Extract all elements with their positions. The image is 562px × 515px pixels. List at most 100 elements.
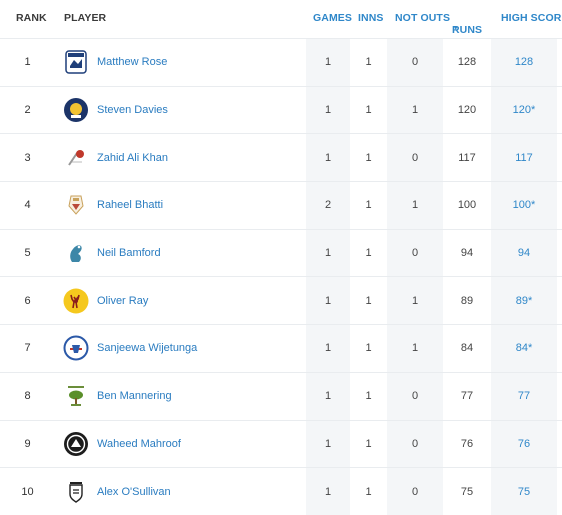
high-score-cell: 120* [491,86,557,134]
games-cell: 1 [306,86,350,134]
inns-cell: 1 [365,247,372,260]
runs-cell: 84 [460,342,474,355]
not-outs-cell: 0 [387,134,443,182]
not-outs-cell: 1 [387,277,443,325]
club-crest-black-icon [63,430,90,457]
rank-cell: 6 [24,294,31,307]
runs-cell: 77 [460,390,474,403]
table-body: 1 Matthew Rose 1 1 0 128 128 2 Steven Davies 1 1 1 1… [0,38,562,515]
player-name-link[interactable]: Oliver Ray [97,294,149,307]
header-high-score[interactable]: HIGH SCORE [501,12,562,24]
inns-cell: 1 [365,437,372,450]
runs-cell: 128 [457,56,477,69]
club-crest-shield-icon [63,478,90,505]
runs-cell: 117 [458,151,476,164]
runs-cell: 100 [457,199,477,212]
player-name-link[interactable]: Steven Davies [97,104,168,117]
not-outs-cell: 1 [387,182,443,229]
team-logo [62,39,90,86]
team-logo [62,182,90,229]
header-games[interactable]: GAMES [313,12,353,24]
inns-cell: 1 [365,390,372,403]
high-score-cell: 94 [491,229,557,277]
club-crest-gold-icon [63,192,90,219]
not-outs-cell: 1 [387,325,443,372]
rank-cell: 8 [24,390,31,403]
table-row: 6 Oliver Ray 1 1 1 89 89* [0,276,562,325]
games-cell: 1 [306,372,350,420]
rank-cell: 9 [24,437,31,450]
player-name-link[interactable]: Raheel Bhatti [97,199,164,212]
table-row: 8 Ben Mannering 1 1 0 77 77 [0,371,562,420]
club-crest-navy-yellow-icon [63,97,90,124]
player-name-link[interactable]: Sanjeewa Wijetunga [97,342,198,355]
table-row: 7 Sanjeewa Wijetunga 1 1 1 84 84* [0,324,562,372]
table-row: 4 Raheel Bhatti 2 1 1 100 100* [0,181,562,229]
high-score-cell: 75 [491,468,557,515]
not-outs-cell: 1 [387,86,443,134]
runs-cell: 89 [460,294,474,307]
not-outs-cell: 0 [387,372,443,420]
player-name-link[interactable]: Ben Mannering [97,390,172,403]
header-not-outs[interactable]: NOT OUTS [395,12,451,24]
inns-cell: 1 [365,56,372,69]
team-logo [62,87,90,134]
rank-cell: 7 [24,342,31,355]
inns-cell: 1 [365,199,372,212]
table-row: 5 Neil Bamford 1 1 0 94 94 [0,228,562,277]
team-logo [62,230,90,277]
games-cell: 1 [306,39,350,86]
team-logo [62,373,90,420]
team-logo [62,134,90,181]
team-logo [62,468,90,515]
runs-cell: 76 [460,437,474,450]
not-outs-cell: 0 [387,39,443,86]
player-name-link[interactable]: Waheed Mahroof [97,437,181,450]
header-inns[interactable]: INNS [358,12,384,24]
club-crest-red-icon [63,144,90,171]
club-crest-teal-icon [63,240,90,267]
header-player[interactable]: PLAYER [64,12,107,24]
runs-cell: 94 [460,247,474,260]
club-crest-blue-red-icon [63,335,90,362]
sort-descending-icon: ▾ [454,25,458,32]
high-score-cell: 77 [491,372,557,420]
high-score-cell: 100* [491,182,557,229]
not-outs-cell: 0 [387,229,443,277]
table-row: 2 Steven Davies 1 1 1 120 120* [0,85,562,134]
games-cell: 1 [306,420,350,468]
table-row: 3 Zahid Ali Khan 1 1 0 117 117 [0,133,562,182]
runs-cell: 75 [460,485,474,498]
player-name-link[interactable]: Alex O'Sullivan [97,485,171,498]
club-crest-white-icon [63,49,90,76]
inns-cell: 1 [365,104,372,117]
high-score-cell: 89* [491,277,557,325]
table-row: 1 Matthew Rose 1 1 0 128 128 [0,38,562,86]
high-score-cell: 117 [491,134,557,182]
rank-cell: 5 [24,247,31,260]
team-logo [62,277,90,324]
table-row: 10 Alex O'Sullivan 1 1 0 75 75 [0,467,562,515]
rank-cell: 3 [24,151,31,164]
player-name-link[interactable]: Neil Bamford [97,247,161,260]
games-cell: 1 [306,325,350,372]
header-runs-label: RUNS [452,24,483,36]
header-rank[interactable]: RANK [16,12,47,24]
rank-cell: 4 [24,199,31,212]
games-cell: 1 [306,229,350,277]
games-cell: 1 [306,277,350,325]
inns-cell: 1 [365,151,372,164]
runs-cell: 120 [457,104,477,117]
player-name-link[interactable]: Matthew Rose [97,56,168,69]
inns-cell: 1 [365,342,372,355]
table-row: 9 Waheed Mahroof 1 1 0 76 76 [0,419,562,468]
high-score-cell: 84* [491,325,557,372]
player-name-link[interactable]: Zahid Ali Khan [97,151,168,164]
rank-cell: 1 [24,56,31,69]
club-crest-yellow-stag-icon [63,287,90,314]
table-header: RANK PLAYER GAMES INNS NOT OUTS RUNS ▾ HI… [0,0,562,38]
not-outs-cell: 0 [387,468,443,515]
high-score-cell: 128 [491,39,557,86]
rank-cell: 10 [21,485,34,498]
